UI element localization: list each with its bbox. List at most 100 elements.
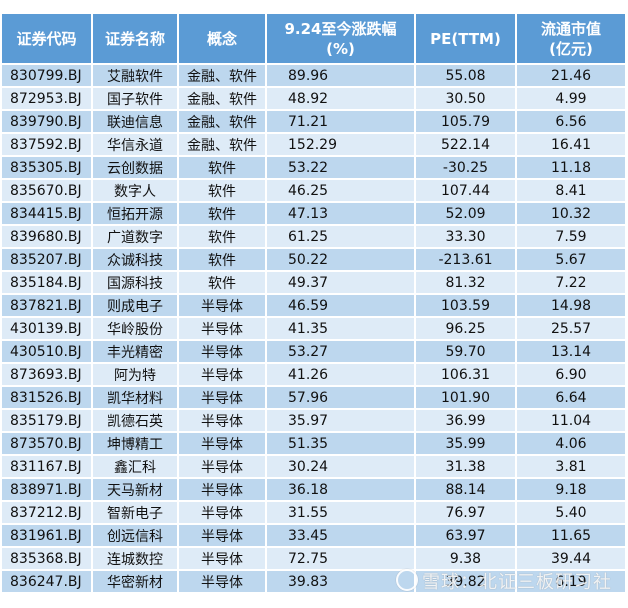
row-mcap: 7.22 <box>516 271 625 295</box>
row-name: 国子软件 <box>92 87 179 111</box>
row-concept: 软件 <box>178 225 267 249</box>
row-pe: 76.97 <box>415 501 517 525</box>
table-row: 872953.BJ 国子软件 金融、软件 48.92 30.50 4.99 <box>2 87 625 111</box>
row-code: 430139.BJ <box>2 317 93 341</box>
row-code: 831526.BJ <box>2 386 93 410</box>
row-name: 联迪信息 <box>92 110 179 134</box>
row-pe: 33.30 <box>415 225 517 249</box>
row-pe: 59.70 <box>415 340 517 364</box>
row-change: 39.83 <box>266 570 416 594</box>
row-pe: -213.61 <box>415 248 517 272</box>
table-row: 839680.BJ 广道数字 软件 61.25 33.30 7.59 <box>2 225 625 249</box>
row-code: 430510.BJ <box>2 340 93 364</box>
row-code: 834415.BJ <box>2 202 93 226</box>
row-mcap: 10.32 <box>516 202 625 226</box>
row-concept: 金融、软件 <box>178 87 267 111</box>
row-name: 华密新材 <box>92 570 179 594</box>
table-row: 834415.BJ 恒拓开源 软件 47.13 52.09 10.32 <box>2 202 625 226</box>
row-mcap: 9.18 <box>516 478 625 502</box>
row-code: 837592.BJ <box>2 133 93 157</box>
row-pe: 81.32 <box>415 271 517 295</box>
row-change: 57.96 <box>266 386 416 410</box>
row-concept: 半导体 <box>178 547 267 571</box>
row-pe: 52.09 <box>415 202 517 226</box>
table-row: 835305.BJ 云创数据 软件 53.22 -30.25 11.18 <box>2 156 625 180</box>
table-row: 835184.BJ 国源科技 软件 49.37 81.32 7.22 <box>2 271 625 295</box>
header-change: 9.24至今涨跌幅 (%) <box>266 14 416 65</box>
row-change: 152.29 <box>266 133 416 157</box>
row-concept: 半导体 <box>178 340 267 364</box>
row-code: 873570.BJ <box>2 432 93 456</box>
header-pe: PE(TTM) <box>415 14 517 65</box>
row-concept: 软件 <box>178 271 267 295</box>
row-mcap: 6.19 <box>516 570 625 594</box>
table-row: 831167.BJ 鑫汇科 半导体 30.24 31.38 3.81 <box>2 455 625 479</box>
row-change: 36.18 <box>266 478 416 502</box>
row-name: 艾融软件 <box>92 64 179 88</box>
row-pe: 522.14 <box>415 133 517 157</box>
row-change: 61.25 <box>266 225 416 249</box>
table-row: 873693.BJ 阿为特 半导体 41.26 106.31 6.90 <box>2 363 625 387</box>
table-row: 830799.BJ 艾融软件 金融、软件 89.96 55.08 21.46 <box>2 64 625 88</box>
row-mcap: 39.44 <box>516 547 625 571</box>
row-code: 837821.BJ <box>2 294 93 318</box>
row-pe: 105.79 <box>415 110 517 134</box>
row-mcap: 14.98 <box>516 294 625 318</box>
table-row: 835207.BJ 众诚科技 软件 50.22 -213.61 5.67 <box>2 248 625 272</box>
row-change: 33.45 <box>266 524 416 548</box>
row-concept: 金融、软件 <box>178 64 267 88</box>
row-change: 50.22 <box>266 248 416 272</box>
row-name: 天马新材 <box>92 478 179 502</box>
stock-table: 证券代码 证券名称 概念 9.24至今涨跌幅 (%) PE(TTM) 流通市值 (亿… <box>2 14 625 594</box>
row-name: 云创数据 <box>92 156 179 180</box>
row-code: 835184.BJ <box>2 271 93 295</box>
row-code: 835305.BJ <box>2 156 93 180</box>
row-change: 46.59 <box>266 294 416 318</box>
header-code: 证券代码 <box>2 14 93 65</box>
row-pe: 88.14 <box>415 478 517 502</box>
row-code: 835368.BJ <box>2 547 93 571</box>
row-concept: 金融、软件 <box>178 110 267 134</box>
header-name: 证券名称 <box>92 14 179 65</box>
table-row: 430139.BJ 华岭股份 半导体 41.35 96.25 25.57 <box>2 317 625 341</box>
row-mcap: 4.06 <box>516 432 625 456</box>
row-mcap: 6.64 <box>516 386 625 410</box>
row-pe: 106.31 <box>415 363 517 387</box>
row-code: 836247.BJ <box>2 570 93 594</box>
row-pe: 107.44 <box>415 179 517 203</box>
row-pe: 63.97 <box>415 524 517 548</box>
row-concept: 半导体 <box>178 386 267 410</box>
row-mcap: 11.65 <box>516 524 625 548</box>
row-name: 国源科技 <box>92 271 179 295</box>
row-code: 831961.BJ <box>2 524 93 548</box>
row-mcap: 6.56 <box>516 110 625 134</box>
row-change: 41.26 <box>266 363 416 387</box>
row-name: 广道数字 <box>92 225 179 249</box>
table-row: 835368.BJ 连城数控 半导体 72.75 9.38 39.44 <box>2 547 625 571</box>
header-concept: 概念 <box>178 14 267 65</box>
table-row: 430510.BJ 丰光精密 半导体 53.27 59.70 13.14 <box>2 340 625 364</box>
row-change: 89.96 <box>266 64 416 88</box>
row-change: 72.75 <box>266 547 416 571</box>
row-pe: 39.82 <box>415 570 517 594</box>
row-mcap: 5.40 <box>516 501 625 525</box>
row-code: 839790.BJ <box>2 110 93 134</box>
row-concept: 半导体 <box>178 294 267 318</box>
row-change: 41.35 <box>266 317 416 341</box>
row-change: 48.92 <box>266 87 416 111</box>
row-name: 华信永道 <box>92 133 179 157</box>
row-mcap: 6.90 <box>516 363 625 387</box>
row-code: 830799.BJ <box>2 64 93 88</box>
row-change: 30.24 <box>266 455 416 479</box>
row-pe: 96.25 <box>415 317 517 341</box>
row-concept: 半导体 <box>178 478 267 502</box>
row-mcap: 13.14 <box>516 340 625 364</box>
row-concept: 半导体 <box>178 570 267 594</box>
row-change: 47.13 <box>266 202 416 226</box>
row-concept: 半导体 <box>178 317 267 341</box>
row-name: 坤博精工 <box>92 432 179 456</box>
row-code: 872953.BJ <box>2 87 93 111</box>
row-change: 53.27 <box>266 340 416 364</box>
row-concept: 软件 <box>178 248 267 272</box>
table-row: 838971.BJ 天马新材 半导体 36.18 88.14 9.18 <box>2 478 625 502</box>
